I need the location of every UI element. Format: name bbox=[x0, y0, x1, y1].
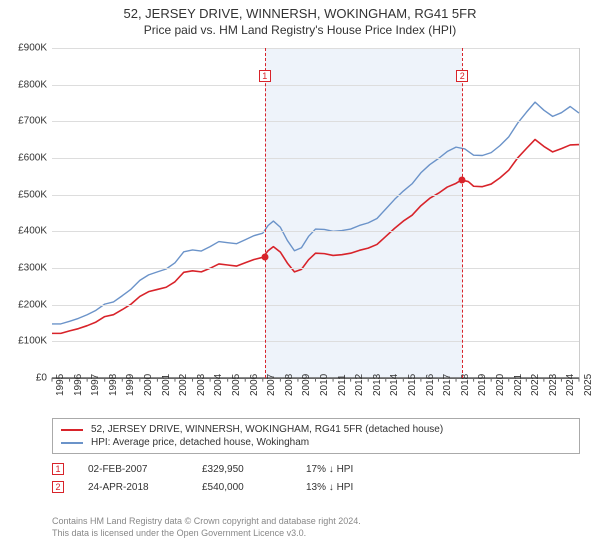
gridline bbox=[52, 305, 579, 306]
x-tick-label: 2007 bbox=[266, 374, 277, 396]
x-tick-label: 2010 bbox=[319, 374, 330, 396]
chart-subtitle: Price paid vs. HM Land Registry's House … bbox=[0, 23, 600, 37]
x-tick-label: 2023 bbox=[548, 374, 559, 396]
event-dot-2 bbox=[459, 177, 466, 184]
footer-attribution: Contains HM Land Registry data © Crown c… bbox=[52, 516, 580, 539]
x-tick-label: 2022 bbox=[530, 374, 541, 396]
y-tick-label: £900K bbox=[1, 43, 47, 54]
x-tick-label: 1995 bbox=[55, 374, 66, 396]
x-tick-label: 2025 bbox=[583, 374, 594, 396]
x-tick-label: 2006 bbox=[249, 374, 260, 396]
x-tick-label: 2015 bbox=[407, 374, 418, 396]
x-tick-label: 2008 bbox=[284, 374, 295, 396]
event-line-1 bbox=[265, 48, 266, 378]
x-tick-label: 1999 bbox=[125, 374, 136, 396]
x-tick-label: 2004 bbox=[213, 374, 224, 396]
chart-svg bbox=[52, 48, 579, 378]
event-delta: 13% ↓ HPI bbox=[306, 482, 416, 493]
y-tick-label: £400K bbox=[1, 226, 47, 237]
legend-swatch bbox=[61, 429, 83, 431]
x-tick-label: 1998 bbox=[108, 374, 119, 396]
y-tick-label: £800K bbox=[1, 79, 47, 90]
event-marker-2: 2 bbox=[456, 70, 468, 82]
y-tick-label: £500K bbox=[1, 189, 47, 200]
event-dot-1 bbox=[261, 254, 268, 261]
x-tick-label: 2021 bbox=[513, 374, 524, 396]
footer-line-2: This data is licensed under the Open Gov… bbox=[52, 528, 580, 540]
x-tick-label: 2003 bbox=[196, 374, 207, 396]
chart-container: 52, JERSEY DRIVE, WINNERSH, WOKINGHAM, R… bbox=[0, 0, 600, 560]
x-tick-label: 2016 bbox=[425, 374, 436, 396]
event-index-box: 2 bbox=[52, 481, 64, 493]
event-index-box: 1 bbox=[52, 463, 64, 475]
event-price: £540,000 bbox=[202, 482, 282, 493]
x-tick-label: 2020 bbox=[495, 374, 506, 396]
event-price: £329,950 bbox=[202, 464, 282, 475]
event-marker-1: 1 bbox=[259, 70, 271, 82]
legend-label: 52, JERSEY DRIVE, WINNERSH, WOKINGHAM, R… bbox=[91, 424, 443, 435]
x-tick-label: 2011 bbox=[337, 374, 348, 396]
gridline bbox=[52, 48, 579, 49]
chart-plot-area: £0£100K£200K£300K£400K£500K£600K£700K£80… bbox=[52, 48, 580, 378]
event-row: 2 24-APR-2018 £540,000 13% ↓ HPI bbox=[52, 478, 580, 496]
event-date: 02-FEB-2007 bbox=[88, 464, 178, 475]
y-tick-label: £600K bbox=[1, 153, 47, 164]
x-tick-label: 1997 bbox=[90, 374, 101, 396]
x-tick-label: 2009 bbox=[301, 374, 312, 396]
y-tick-label: £200K bbox=[1, 299, 47, 310]
y-tick-label: £0 bbox=[1, 373, 47, 384]
event-date: 24-APR-2018 bbox=[88, 482, 178, 493]
y-tick-label: £700K bbox=[1, 116, 47, 127]
event-row: 1 02-FEB-2007 £329,950 17% ↓ HPI bbox=[52, 460, 580, 478]
gridline bbox=[52, 268, 579, 269]
event-table: 1 02-FEB-2007 £329,950 17% ↓ HPI 2 24-APR-201… bbox=[52, 460, 580, 496]
chart-title: 52, JERSEY DRIVE, WINNERSH, WOKINGHAM, R… bbox=[0, 6, 600, 21]
series-line-hpi bbox=[52, 102, 579, 324]
event-delta: 17% ↓ HPI bbox=[306, 464, 416, 475]
legend-label: HPI: Average price, detached house, Woki… bbox=[91, 437, 309, 448]
x-tick-label: 2002 bbox=[178, 374, 189, 396]
title-block: 52, JERSEY DRIVE, WINNERSH, WOKINGHAM, R… bbox=[0, 0, 600, 37]
x-tick-label: 2013 bbox=[372, 374, 383, 396]
y-tick-label: £300K bbox=[1, 263, 47, 274]
x-tick-label: 2012 bbox=[354, 374, 365, 396]
gridline bbox=[52, 121, 579, 122]
gridline bbox=[52, 341, 579, 342]
footer-line-1: Contains HM Land Registry data © Crown c… bbox=[52, 516, 580, 528]
legend-row: HPI: Average price, detached house, Woki… bbox=[61, 436, 571, 449]
x-tick-label: 1996 bbox=[73, 374, 84, 396]
legend: 52, JERSEY DRIVE, WINNERSH, WOKINGHAM, R… bbox=[52, 418, 580, 454]
gridline bbox=[52, 85, 579, 86]
gridline bbox=[52, 231, 579, 232]
y-tick-label: £100K bbox=[1, 336, 47, 347]
legend-row: 52, JERSEY DRIVE, WINNERSH, WOKINGHAM, R… bbox=[61, 423, 571, 436]
legend-swatch bbox=[61, 442, 83, 444]
x-tick-label: 2024 bbox=[565, 374, 576, 396]
gridline bbox=[52, 195, 579, 196]
event-line-2 bbox=[462, 48, 463, 378]
x-tick-label: 2001 bbox=[161, 374, 172, 396]
x-tick-label: 2017 bbox=[442, 374, 453, 396]
gridline bbox=[52, 158, 579, 159]
x-tick-label: 2014 bbox=[389, 374, 400, 396]
x-tick-label: 2019 bbox=[477, 374, 488, 396]
x-tick-label: 2000 bbox=[143, 374, 154, 396]
x-tick-label: 2005 bbox=[231, 374, 242, 396]
